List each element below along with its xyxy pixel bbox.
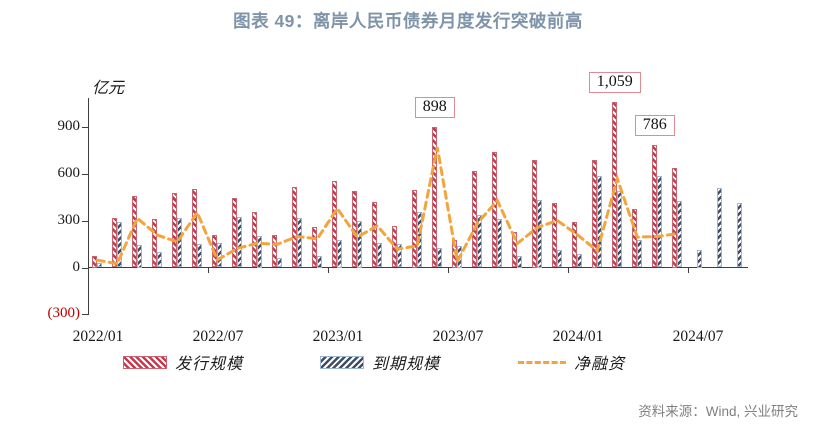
- callout-898: 898: [414, 97, 455, 119]
- maturity-bar: [417, 211, 423, 268]
- maturity-bar: [677, 201, 683, 268]
- y-tickmark: [82, 173, 88, 175]
- x-tickmark: [568, 268, 569, 273]
- x-tickmark: [208, 268, 209, 273]
- y-tick-label: (300): [47, 305, 81, 322]
- maturity-bar: [477, 214, 483, 268]
- legend-item-net: 净融资: [518, 352, 626, 373]
- callout-786: 786: [634, 114, 675, 136]
- maturity-bar: [617, 191, 623, 268]
- maturity-bar: [257, 236, 263, 268]
- x-tick-label: 2023/01: [312, 328, 364, 345]
- maturity-bar: [637, 239, 643, 268]
- maturity-bar: [337, 240, 343, 268]
- maturity-bar: [157, 251, 163, 268]
- x-tick-label: 2024/01: [552, 328, 604, 345]
- y-axis-unit-label: 亿元: [92, 80, 125, 97]
- x-axis-line: [88, 267, 748, 268]
- legend-item-maturity: 到期规模: [320, 352, 441, 373]
- maturity-bar: [297, 217, 303, 268]
- maturity-bar: [397, 243, 403, 268]
- source-note: 资料来源：Wind, 兴业研究: [638, 404, 798, 419]
- issuance-bar: [432, 127, 438, 268]
- y-tickmark: [82, 127, 88, 129]
- maturity-bar: [717, 188, 723, 268]
- legend-label: 发行规模: [175, 356, 244, 373]
- maturity-bar: [557, 250, 563, 268]
- x-tick-label: 2022/01: [72, 328, 124, 345]
- maturity-bar: [497, 219, 503, 268]
- maturity-bar: [457, 246, 463, 268]
- maturity-bar: [197, 244, 203, 268]
- x-tick-label: 2022/07: [192, 328, 244, 345]
- maturity-bar: [177, 218, 183, 268]
- chart-title: 图表 49：离岸人民币债券月度发行突破前高: [233, 11, 583, 31]
- maturity-bar: [437, 247, 443, 268]
- x-tickmark: [328, 268, 329, 273]
- maturity-bar: [357, 221, 363, 268]
- maturity-bar: [657, 175, 663, 268]
- maturity-bar: [377, 243, 383, 268]
- y-tickmark: [82, 220, 88, 222]
- legend-label: 净融资: [574, 356, 626, 373]
- y-tickmark: [82, 314, 88, 316]
- net-line-swatch-icon: [518, 360, 566, 364]
- maturity-bar: [737, 202, 743, 268]
- net-financing-path: [95, 146, 679, 267]
- y-axis-line: [88, 98, 89, 315]
- maturity-bar: [237, 216, 243, 268]
- maturity-bar: [217, 242, 223, 268]
- maturity-bar: [117, 221, 123, 268]
- maturity-swatch-icon: [320, 355, 364, 369]
- maturity-bar: [97, 263, 103, 268]
- x-tick-label: 2024/07: [672, 328, 724, 345]
- maturity-bar: [517, 256, 523, 268]
- y-tick-label: 0: [72, 258, 81, 275]
- maturity-bar: [317, 256, 323, 268]
- y-tick-label: 600: [57, 164, 81, 181]
- issuance-swatch-icon: [123, 355, 167, 369]
- y-tick-label: 900: [57, 118, 81, 135]
- callout-1059: 1,059: [588, 72, 641, 94]
- maturity-bar: [137, 245, 143, 268]
- maturity-bar: [537, 200, 543, 268]
- y-tickmark: [82, 267, 88, 269]
- x-tickmark: [448, 268, 449, 273]
- legend-item-issuance: 发行规模: [123, 352, 244, 373]
- maturity-bar: [277, 258, 283, 268]
- maturity-bar: [577, 254, 583, 268]
- legend-label: 到期规模: [372, 356, 441, 373]
- x-tickmark: [688, 268, 689, 273]
- maturity-bar: [697, 250, 703, 268]
- y-tick-label: 300: [57, 211, 81, 228]
- x-tick-label: 2023/07: [432, 328, 484, 345]
- maturity-bar: [597, 176, 603, 268]
